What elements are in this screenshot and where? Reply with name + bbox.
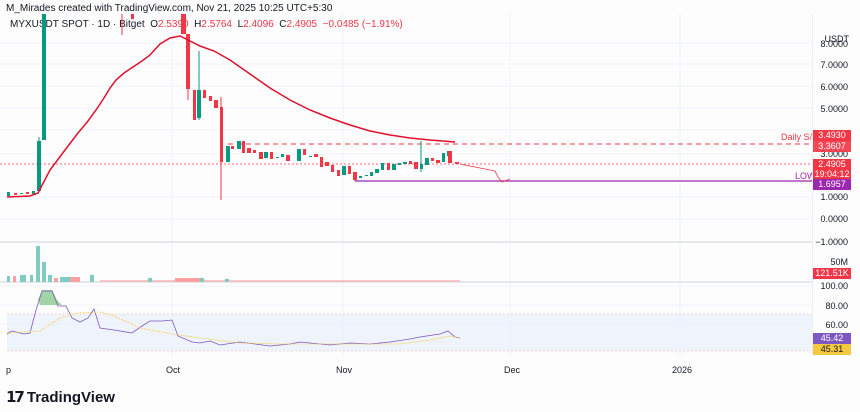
candles	[7, 14, 459, 200]
open-value: 2.5390	[158, 19, 189, 30]
price-chart[interactable]	[0, 14, 812, 356]
low-label: LOW	[795, 171, 816, 181]
chart-credit: M_Mirades created with TradingView.com, …	[6, 3, 333, 14]
last-price-tag: 2.4905	[813, 159, 851, 170]
rsi-tag: 45.42	[813, 333, 851, 344]
low-price-tag: 1.6957	[813, 179, 851, 190]
symbol-legend: MYXUSDT SPOT · 1D · Bitget O2.5390 H2.57…	[10, 19, 403, 30]
time-tick-sep: p	[6, 365, 12, 375]
high-value: 2.5764	[201, 19, 232, 30]
ema-price-tag: 3.4930	[813, 130, 851, 141]
time-tick-dec: Dec	[504, 365, 521, 375]
volume-bars	[7, 246, 460, 282]
tradingview-logo-icon: 𝟭𝟳	[6, 389, 25, 406]
ema-line	[6, 35, 456, 198]
sr-price-tag: 3.3607	[813, 141, 851, 152]
time-tick-2026: 2026	[672, 365, 693, 375]
time-tick-oct: Oct	[166, 365, 181, 375]
volume-tag: 121.51K	[813, 268, 851, 279]
close-value: 2.4905	[286, 19, 318, 30]
time-tick-nov: Nov	[336, 365, 353, 375]
rsi-ma-tag: 45.31	[813, 344, 851, 355]
symbol-info[interactable]: MYXUSDT SPOT · 1D · Bitget	[10, 19, 145, 30]
daily-sr-label: Daily S/R	[781, 132, 819, 142]
change-value: −0.0485 (−1.91%)	[322, 19, 403, 30]
currency-label: USDT	[824, 34, 850, 44]
price-axis[interactable]: USDT	[812, 14, 860, 356]
tradingview-logo[interactable]: 𝟭𝟳 TradingView	[6, 388, 115, 407]
low-value: 2.4096	[243, 19, 274, 30]
rsi-line	[6, 290, 461, 347]
countdown-tag: 19:04:12	[813, 169, 851, 180]
